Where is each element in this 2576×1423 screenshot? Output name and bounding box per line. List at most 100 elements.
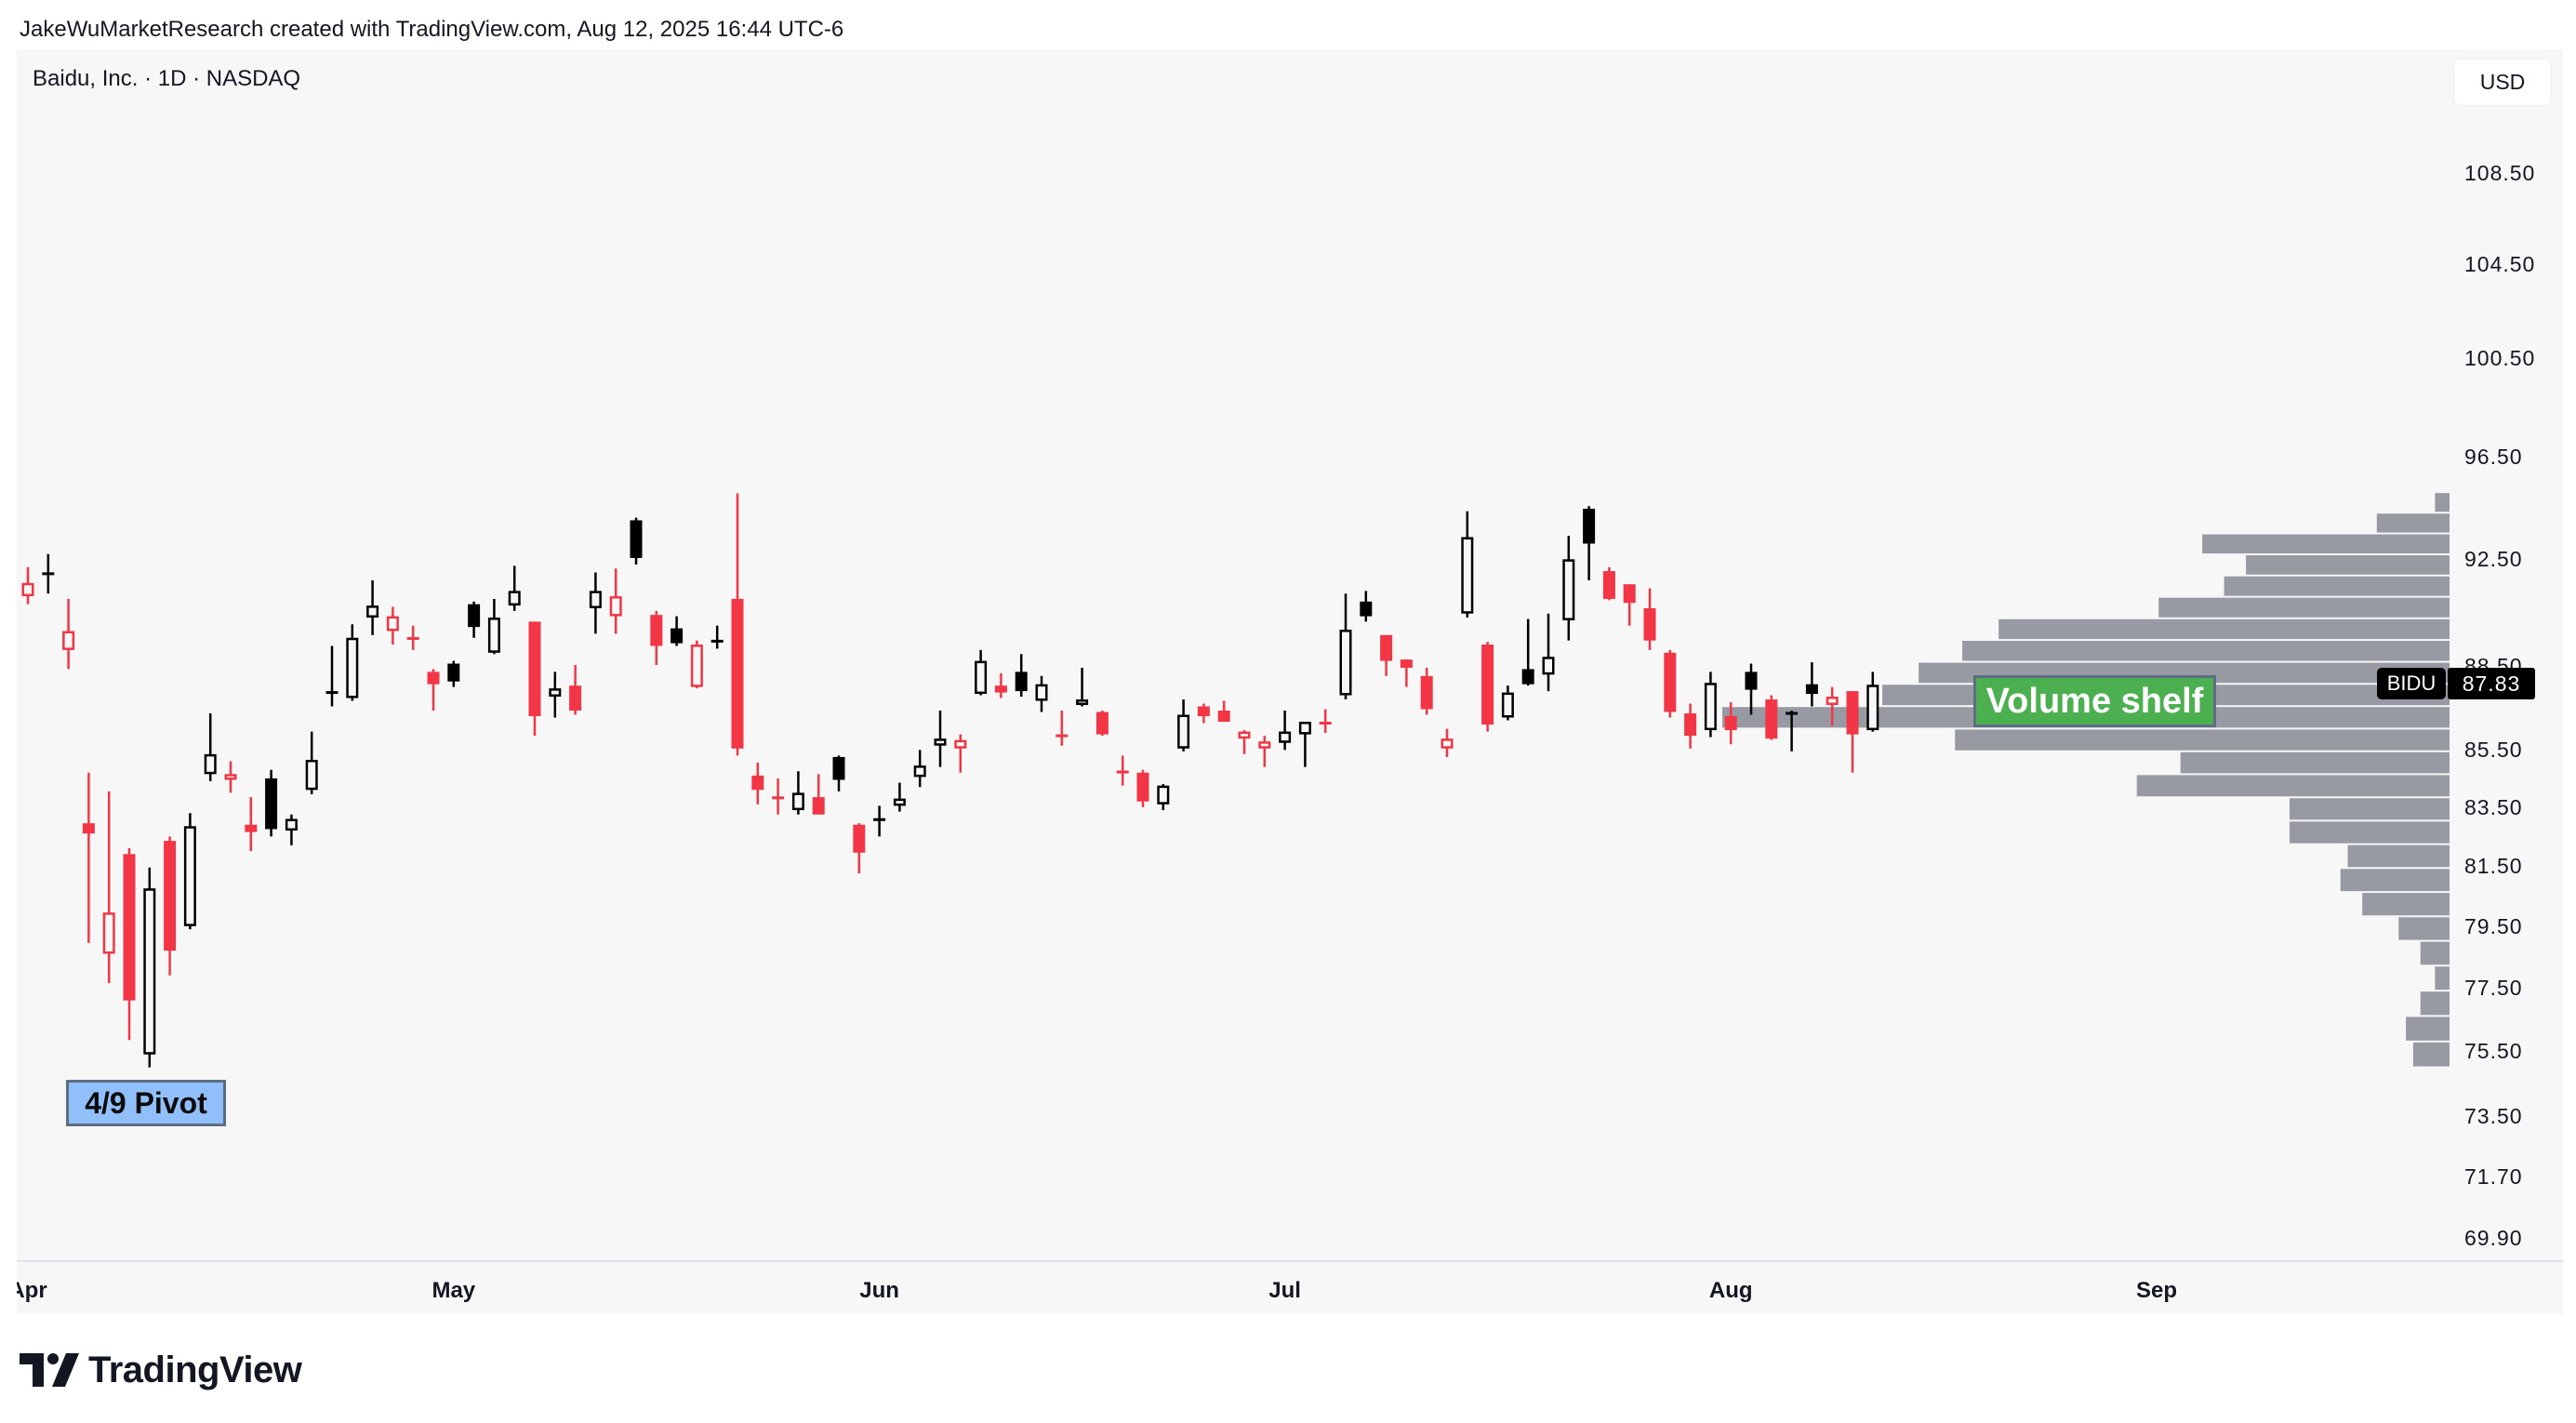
candle — [1056, 710, 1069, 746]
chart-canvas[interactable] — [17, 49, 2563, 1314]
candle-body — [1684, 712, 1697, 737]
candle — [913, 750, 926, 788]
candle — [1238, 730, 1251, 754]
candle-body — [1643, 607, 1656, 641]
time-tick-label: Jun — [859, 1278, 899, 1303]
candle — [1623, 584, 1636, 626]
candle-body — [1664, 652, 1677, 712]
candle-body — [1015, 672, 1028, 692]
volume-profile-bar — [2435, 966, 2450, 991]
candle — [1684, 703, 1697, 749]
last-price-tag: 87.83 — [2448, 668, 2535, 699]
candle — [265, 769, 278, 837]
candle-body — [975, 660, 988, 695]
candle — [487, 598, 500, 655]
candle-body — [1704, 683, 1717, 731]
candle — [1542, 613, 1555, 692]
candle — [751, 763, 764, 805]
candle-body — [508, 591, 521, 606]
volume-profile-bar — [2347, 844, 2450, 868]
candle-body — [630, 520, 643, 558]
candle — [609, 568, 622, 634]
candle — [1319, 709, 1332, 734]
candle — [569, 665, 582, 715]
candle-body — [1360, 601, 1373, 617]
candle-body — [671, 628, 684, 644]
price-tick-label: 83.50 — [2464, 794, 2523, 819]
volume-profile-bar — [2289, 821, 2450, 844]
candle — [975, 649, 988, 696]
candle-body — [1298, 722, 1311, 735]
candle-body — [1177, 714, 1190, 749]
price-tick-label: 77.50 — [2464, 976, 2523, 1001]
candle — [1217, 700, 1230, 723]
volume-profile-bar — [2406, 1017, 2450, 1041]
candle-body — [1481, 645, 1494, 725]
candle-body — [1623, 584, 1636, 604]
candle-body — [427, 672, 440, 685]
candle-body — [1805, 684, 1818, 695]
volume-profile-bar — [1962, 641, 2450, 661]
volume-profile-bar — [2420, 991, 2450, 1016]
candle — [731, 493, 744, 756]
pivot-annotation[interactable]: 4/9 Pivot — [66, 1080, 226, 1126]
candle-body — [305, 759, 318, 791]
currency-button[interactable]: USD — [2453, 59, 2552, 106]
candle-body — [812, 797, 825, 815]
candle-body — [1035, 684, 1048, 701]
candle-body — [143, 888, 156, 1055]
volume-profile-bar — [2158, 597, 2450, 618]
price-tick-label: 104.50 — [2464, 251, 2536, 276]
candle — [1015, 654, 1028, 698]
tradingview-logo[interactable]: TradingView — [20, 1349, 302, 1391]
candle — [1339, 593, 1352, 700]
volume-profile-bar — [1998, 618, 2450, 640]
candle-body — [710, 639, 724, 643]
candle-body — [487, 618, 500, 653]
candle — [1643, 588, 1656, 650]
candle — [1521, 618, 1534, 686]
candle-body — [528, 621, 541, 716]
volume-profile-bar — [2435, 493, 2450, 512]
candle — [893, 782, 906, 812]
time-tick-label: Apr — [17, 1278, 47, 1303]
candle-body — [204, 753, 217, 775]
candle — [1360, 591, 1373, 622]
candle — [1664, 649, 1677, 718]
candle-body — [102, 912, 115, 954]
candle — [325, 645, 339, 707]
candle-body — [123, 854, 136, 1001]
volume-profile-bar — [1955, 729, 2450, 751]
volume-profile-bar — [2376, 513, 2450, 533]
time-tick-label: Jul — [1268, 1278, 1301, 1303]
candle — [1745, 663, 1758, 715]
candle — [164, 836, 177, 976]
price-tick-label: 92.50 — [2464, 547, 2523, 572]
candle — [1826, 686, 1839, 726]
candle — [305, 731, 318, 794]
candle — [1076, 667, 1089, 707]
price-tick-label: 81.50 — [2464, 854, 2523, 879]
candle-body — [21, 582, 34, 597]
symbol-title[interactable]: Baidu, Inc. · 1D · NASDAQ — [33, 66, 301, 91]
candle — [62, 598, 75, 670]
candle — [1258, 736, 1271, 767]
candle — [589, 572, 602, 634]
candle-body — [42, 572, 55, 576]
candle — [772, 778, 785, 815]
candle — [508, 565, 521, 611]
candle-body — [589, 591, 602, 608]
candle-body — [832, 756, 845, 780]
candle — [853, 823, 866, 874]
candle — [994, 672, 1007, 698]
candle-body — [1826, 697, 1839, 706]
chart-panel[interactable]: Baidu, Inc. · 1D · NASDAQ USD 108.50 104.… — [17, 49, 2563, 1314]
volume-profile — [1722, 493, 2450, 1067]
candle — [1481, 642, 1494, 732]
candle-body — [549, 688, 562, 698]
tradingview-logo-icon — [20, 1353, 79, 1387]
candle-body — [366, 605, 379, 618]
candle-body — [245, 824, 258, 832]
volume-shelf-annotation[interactable]: Volume shelf — [1973, 675, 2216, 727]
candle — [1866, 672, 1879, 732]
